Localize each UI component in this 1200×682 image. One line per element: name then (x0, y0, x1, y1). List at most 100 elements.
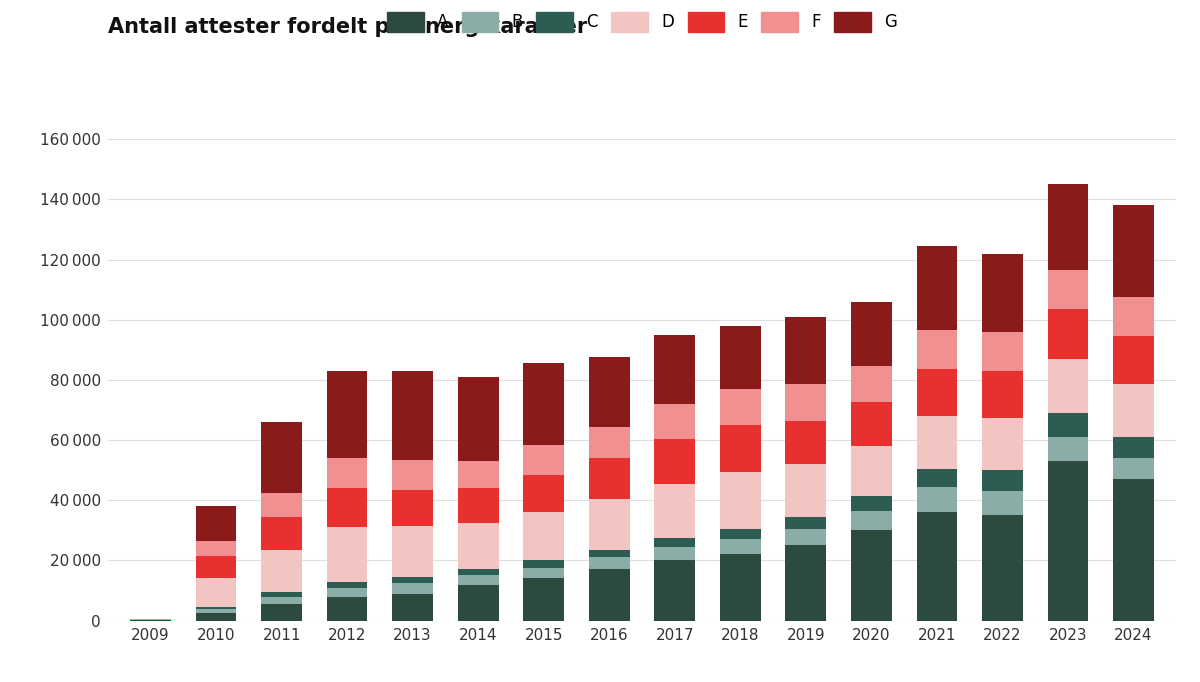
Bar (392, 460, 433, 490)
Bar (392, 577, 433, 583)
Bar (1048, 437, 1088, 461)
Bar (196, 506, 236, 541)
Bar (917, 330, 958, 370)
Bar (262, 597, 302, 604)
Bar (262, 604, 302, 621)
Bar (589, 357, 630, 426)
Bar (1048, 270, 1088, 309)
Bar (262, 550, 302, 592)
Bar (917, 512, 958, 621)
Bar (720, 529, 761, 539)
Bar (589, 550, 630, 557)
Bar (392, 526, 433, 577)
Bar (786, 529, 826, 546)
Bar (786, 421, 826, 464)
Bar (1048, 184, 1088, 270)
Bar (1048, 359, 1088, 413)
Bar (1048, 413, 1088, 437)
Bar (720, 425, 761, 472)
Bar (326, 458, 367, 488)
Bar (982, 371, 1022, 417)
Bar (1114, 458, 1153, 479)
Bar (720, 554, 761, 621)
Bar (654, 561, 695, 621)
Bar (523, 578, 564, 621)
Bar (523, 364, 564, 445)
Bar (720, 326, 761, 389)
Bar (523, 512, 564, 561)
Bar (1114, 479, 1153, 621)
Bar (982, 417, 1022, 470)
Bar (523, 445, 564, 475)
Bar (196, 613, 236, 621)
Bar (589, 426, 630, 458)
Bar (392, 490, 433, 526)
Bar (1114, 205, 1153, 297)
Bar (982, 254, 1022, 331)
Bar (720, 389, 761, 425)
Bar (262, 517, 302, 550)
Bar (786, 385, 826, 421)
Bar (720, 472, 761, 529)
Bar (458, 584, 498, 621)
Bar (458, 377, 498, 461)
Bar (1048, 309, 1088, 359)
Bar (654, 538, 695, 547)
Bar (458, 569, 498, 576)
Bar (917, 487, 958, 512)
Bar (589, 499, 630, 550)
Bar (786, 546, 826, 621)
Bar (786, 517, 826, 529)
Bar (982, 470, 1022, 491)
Bar (851, 402, 892, 446)
Bar (589, 557, 630, 569)
Bar (982, 331, 1022, 371)
Bar (982, 516, 1022, 621)
Bar (851, 511, 892, 531)
Bar (917, 370, 958, 416)
Bar (917, 246, 958, 330)
Bar (326, 597, 367, 621)
Bar (262, 422, 302, 492)
Bar (851, 301, 892, 366)
Bar (720, 539, 761, 554)
Bar (458, 523, 498, 569)
Bar (392, 593, 433, 621)
Bar (1048, 461, 1088, 621)
Bar (1114, 336, 1153, 385)
Bar (196, 556, 236, 578)
Bar (851, 366, 892, 402)
Bar (786, 316, 826, 385)
Bar (262, 592, 302, 597)
Bar (196, 610, 236, 613)
Bar (326, 582, 367, 587)
Bar (654, 439, 695, 484)
Bar (851, 496, 892, 511)
Bar (654, 404, 695, 439)
Legend: A, B, C, D, E, F, G: A, B, C, D, E, F, G (380, 5, 904, 39)
Bar (917, 469, 958, 487)
Bar (1114, 437, 1153, 458)
Bar (523, 561, 564, 568)
Bar (196, 578, 236, 607)
Bar (458, 488, 498, 523)
Bar (523, 475, 564, 512)
Bar (851, 531, 892, 621)
Bar (654, 335, 695, 404)
Bar (326, 488, 367, 527)
Bar (326, 587, 367, 597)
Bar (262, 492, 302, 517)
Bar (851, 446, 892, 496)
Bar (392, 371, 433, 460)
Bar (196, 607, 236, 610)
Bar (917, 416, 958, 469)
Bar (589, 569, 630, 621)
Bar (523, 568, 564, 578)
Bar (786, 464, 826, 517)
Bar (458, 576, 498, 584)
Bar (196, 541, 236, 556)
Bar (589, 458, 630, 499)
Text: Antall attester fordelt på energikarakter: Antall attester fordelt på energikarakte… (108, 13, 587, 37)
Bar (326, 371, 367, 458)
Bar (326, 527, 367, 582)
